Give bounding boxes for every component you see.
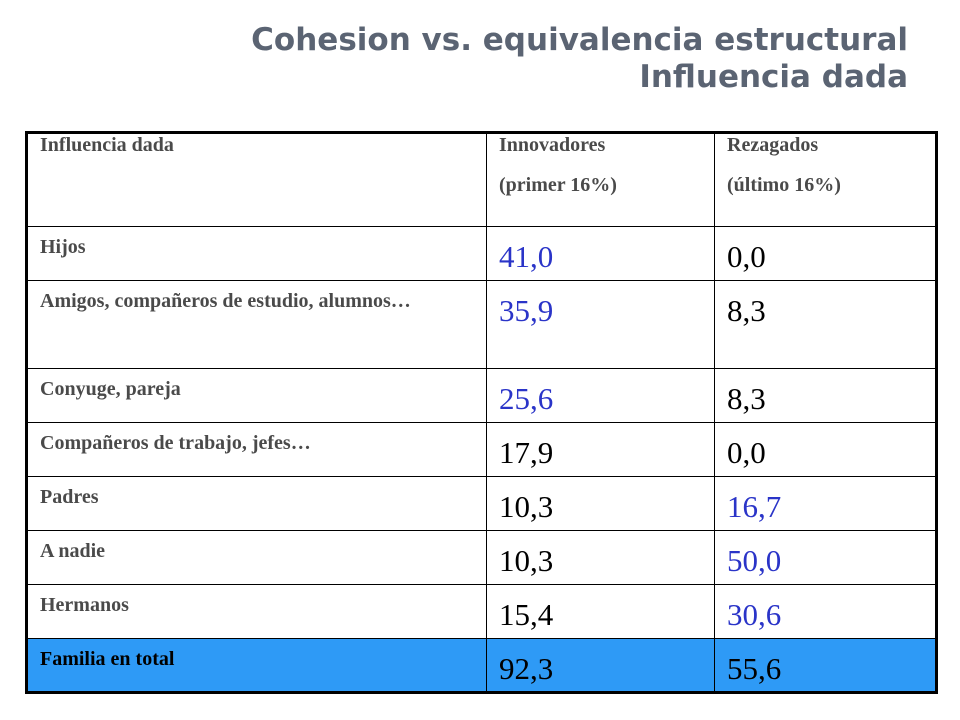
innovadores-value: 10,3 (486, 476, 715, 531)
innovadores-value: 25,6 (486, 368, 715, 423)
table-row-total: Familia en total 92,3 55,6 (26, 638, 938, 693)
table-row: Hermanos 15,4 30,6 (26, 584, 938, 639)
rezagados-value: 30,6 (714, 584, 938, 639)
innovadores-value: 10,3 (486, 530, 715, 585)
row-label: A nadie (26, 530, 487, 585)
table-row: Conyuge, pareja 25,6 8,3 (26, 368, 938, 423)
row-label: Padres (26, 476, 487, 531)
row-label: Compañeros de trabajo, jefes… (26, 422, 487, 477)
header-innovadores: Innovadores (primer 16%) (486, 132, 715, 227)
innovadores-value: 35,9 (486, 280, 715, 369)
innovadores-value: 15,4 (486, 584, 715, 639)
slide-title: Cohesion vs. equivalencia estructural In… (251, 22, 908, 96)
table-row: Hijos 41,0 0,0 (26, 226, 938, 281)
rezagados-value: 8,3 (714, 368, 938, 423)
title-line-2: Influencia dada (639, 59, 908, 95)
table-row: A nadie 10,3 50,0 (26, 530, 938, 585)
rezagados-value: 55,6 (714, 638, 938, 693)
row-label: Hermanos (26, 584, 487, 639)
header-influencia: Influencia dada (26, 132, 487, 227)
row-label: Amigos, compañeros de estudio, alumnos… (26, 280, 487, 369)
rezagados-value: 0,0 (714, 422, 938, 477)
row-label: Familia en total (26, 638, 487, 693)
rezagados-value: 0,0 (714, 226, 938, 281)
row-label: Conyuge, pareja (26, 368, 487, 423)
header-rezagados: Rezagados (último 16%) (714, 132, 938, 227)
row-label: Hijos (26, 226, 487, 281)
innovadores-value: 17,9 (486, 422, 715, 477)
rezagados-value: 16,7 (714, 476, 938, 531)
rezagados-value: 8,3 (714, 280, 938, 369)
table-header-row: Influencia dada Innovadores (primer 16%)… (26, 132, 938, 227)
table-row: Padres 10,3 16,7 (26, 476, 938, 531)
title-line-1: Cohesion vs. equivalencia estructural (251, 22, 908, 58)
innovadores-value: 92,3 (486, 638, 715, 693)
table-row: Amigos, compañeros de estudio, alumnos… … (26, 280, 938, 369)
innovadores-value: 41,0 (486, 226, 715, 281)
rezagados-value: 50,0 (714, 530, 938, 585)
table-row: Compañeros de trabajo, jefes… 17,9 0,0 (26, 422, 938, 477)
influence-table: Influencia dada Innovadores (primer 16%)… (25, 131, 938, 694)
